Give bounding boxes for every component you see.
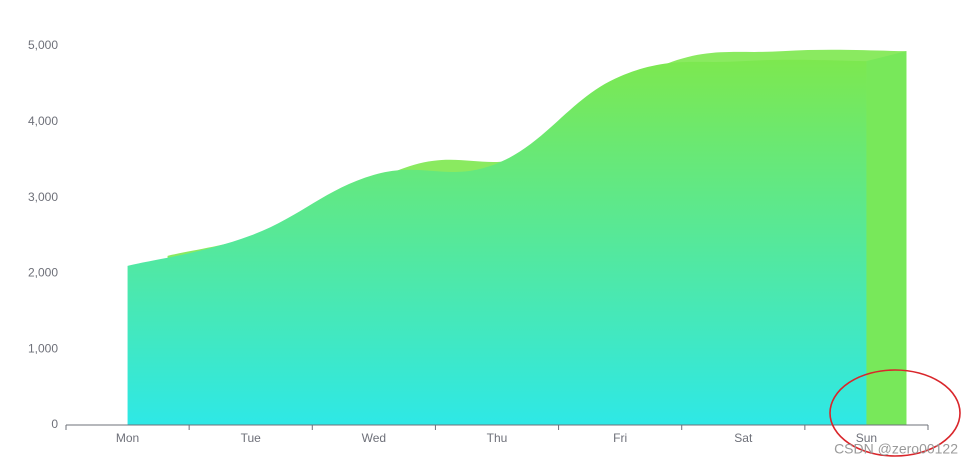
y-tick-label: 0	[51, 417, 58, 431]
watermark: CSDN @zero00122	[834, 441, 958, 457]
y-tick-label: 3,000	[28, 190, 58, 204]
highlight-circle	[829, 369, 961, 457]
x-tick-label: Sun	[856, 431, 877, 445]
y-tick-label: 1,000	[28, 341, 58, 355]
y-tick-label: 2,000	[28, 266, 58, 280]
area	[127, 59, 867, 426]
area-side	[866, 51, 907, 425]
x-tick-label: Tue	[241, 431, 262, 445]
x-tick-label: Mon	[116, 431, 139, 445]
x-tick-label: Sat	[734, 431, 753, 445]
y-tick-label: 4,000	[28, 114, 58, 128]
x-tick-label: Thu	[487, 431, 508, 445]
x-tick-label: Fri	[613, 431, 627, 445]
y-tick-label: 5,000	[28, 38, 58, 52]
x-tick-label: Wed	[362, 431, 386, 445]
